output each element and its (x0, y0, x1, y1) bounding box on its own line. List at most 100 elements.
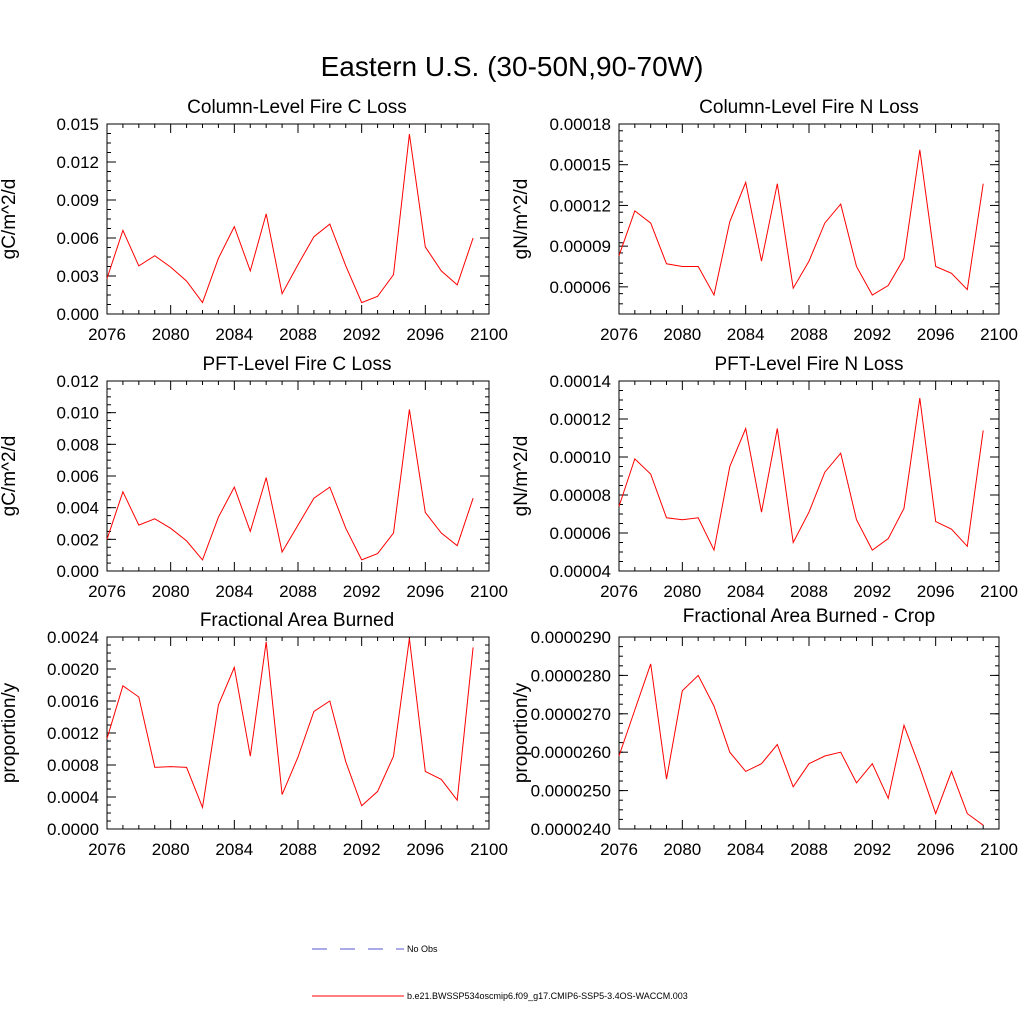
panel-title: Column-Level Fire N Loss (699, 97, 919, 118)
panel-title: PFT-Level Fire C Loss (203, 354, 392, 375)
x-tick-label: 2080 (152, 840, 190, 859)
x-tick-label: 2096 (406, 325, 444, 344)
x-tick-label: 2084 (215, 582, 253, 601)
y-tick-label: 0.003 (56, 267, 99, 286)
x-tick-label: 2096 (917, 325, 955, 344)
series-line (106, 409, 474, 561)
chart-panel-5: Fractional Area Burned proportion/y 2076 20… (0, 610, 508, 859)
chart-panel-3: PFT-Level Fire C Loss gC/m^2/d 2076 2080 208… (0, 354, 508, 601)
x-tick-label: 2076 (88, 582, 126, 601)
y-tick-label: 0.00004 (550, 562, 611, 581)
x-tick-label: 2084 (727, 582, 765, 601)
x-tick-label: 2100 (470, 325, 508, 344)
x-tick-label: 2088 (279, 840, 317, 859)
y-tick-label: 0.002 (56, 530, 99, 549)
legend-series-label: b.e21.BWSSP534oscmip6.f09_g17.CMIP6-SSP5… (407, 991, 688, 1001)
y-axis-label: gC/m^2/d (0, 179, 20, 260)
x-tick-label: 2096 (917, 582, 955, 601)
x-tick-label: 2100 (980, 840, 1018, 859)
plot-frame (106, 123, 490, 315)
x-tick-label: 2084 (727, 840, 765, 859)
x-tick-label: 2092 (343, 582, 381, 601)
y-tick-label: 0.015 (56, 115, 99, 134)
x-tick-label: 2084 (215, 325, 253, 344)
plot-frame (106, 380, 490, 572)
y-tick-label: 0.00015 (550, 156, 611, 175)
y-tick-label: 0.006 (56, 467, 99, 486)
y-tick-label: 0.006 (56, 229, 99, 248)
y-tick-label: 0.0000260 (531, 743, 611, 762)
panel-title: PFT-Level Fire N Loss (715, 354, 904, 375)
plot-frame (618, 123, 1000, 315)
x-tick-label: 2076 (600, 582, 638, 601)
y-tick-label: 0.0000270 (531, 705, 611, 724)
y-tick-label: 0.00018 (550, 115, 611, 134)
y-tick-label: 0.0012 (47, 724, 99, 743)
x-tick-label: 2088 (790, 325, 828, 344)
x-tick-label: 2088 (790, 582, 828, 601)
y-tick-label: 0.009 (56, 191, 99, 210)
legend: No Obs b.e21.BWSSP534oscmip6.f09_g17.CMI… (312, 944, 688, 1001)
x-tick-label: 2088 (790, 840, 828, 859)
y-tick-label: 0.0000280 (531, 666, 611, 685)
plot-frame (618, 636, 1000, 830)
y-tick-label: 0.000 (56, 562, 99, 581)
y-tick-label: 0.012 (56, 372, 99, 391)
figure-title: Eastern U.S. (30-50N,90-70W) (321, 51, 704, 82)
series-line (618, 149, 984, 297)
y-tick-label: 0.00008 (550, 486, 611, 505)
x-tick-label: 2084 (727, 325, 765, 344)
y-tick-label: 0.000 (56, 305, 99, 324)
y-tick-label: 0.0000290 (531, 628, 611, 647)
y-tick-label: 0.0000 (47, 820, 99, 839)
x-tick-label: 2100 (980, 325, 1018, 344)
y-tick-label: 0.00010 (550, 448, 611, 467)
y-tick-label: 0.0008 (47, 756, 99, 775)
x-tick-label: 2096 (406, 840, 444, 859)
panel-title: Fractional Area Burned - Crop (683, 606, 935, 627)
y-tick-label: 0.0024 (47, 628, 99, 647)
series-line (106, 638, 474, 810)
x-tick-label: 2080 (152, 325, 190, 344)
legend-obs-label: No Obs (407, 944, 438, 954)
plot-frame (618, 380, 1000, 572)
y-tick-label: 0.004 (56, 499, 99, 518)
y-tick-label: 0.010 (56, 404, 99, 423)
x-tick-label: 2092 (853, 840, 891, 859)
y-axis-label: proportion/y (511, 682, 532, 783)
series-line (618, 663, 984, 826)
series-line (106, 134, 474, 304)
x-tick-label: 2080 (663, 325, 701, 344)
chart-panel-4: PFT-Level Fire N Loss gN/m^2/d 2076 2080 208… (511, 354, 1018, 601)
x-tick-label: 2084 (215, 840, 253, 859)
y-axis-label: gN/m^2/d (511, 436, 532, 517)
x-tick-label: 2092 (343, 325, 381, 344)
plot-frame (106, 636, 490, 830)
x-tick-label: 2092 (853, 325, 891, 344)
chart-panel-6: Fractional Area Burned - Crop proportion/… (511, 606, 1018, 859)
y-tick-label: 0.00014 (550, 372, 611, 391)
y-tick-label: 0.00012 (550, 410, 611, 429)
x-tick-label: 2096 (917, 840, 955, 859)
x-tick-label: 2080 (152, 582, 190, 601)
y-tick-label: 0.00006 (550, 524, 611, 543)
y-tick-label: 0.0000240 (531, 820, 611, 839)
x-tick-label: 2100 (470, 840, 508, 859)
y-axis-label: gN/m^2/d (511, 179, 532, 260)
x-tick-label: 2092 (853, 582, 891, 601)
x-tick-label: 2088 (279, 582, 317, 601)
chart-panels: Column-Level Fire C Loss gC/m^2/d 2076 2080… (0, 97, 1018, 859)
x-tick-label: 2088 (279, 325, 317, 344)
y-tick-label: 0.0020 (47, 660, 99, 679)
chart-panel-2: Column-Level Fire N Loss gN/m^2/d 2076 2080… (511, 97, 1018, 344)
x-tick-label: 2096 (406, 582, 444, 601)
panel-title: Fractional Area Burned (200, 610, 394, 631)
x-tick-label: 2100 (470, 582, 508, 601)
y-tick-label: 0.00012 (550, 196, 611, 215)
y-tick-label: 0.00006 (550, 278, 611, 297)
y-tick-label: 0.0016 (47, 692, 99, 711)
x-tick-label: 2080 (663, 582, 701, 601)
x-tick-label: 2100 (980, 582, 1018, 601)
x-tick-label: 2092 (343, 840, 381, 859)
